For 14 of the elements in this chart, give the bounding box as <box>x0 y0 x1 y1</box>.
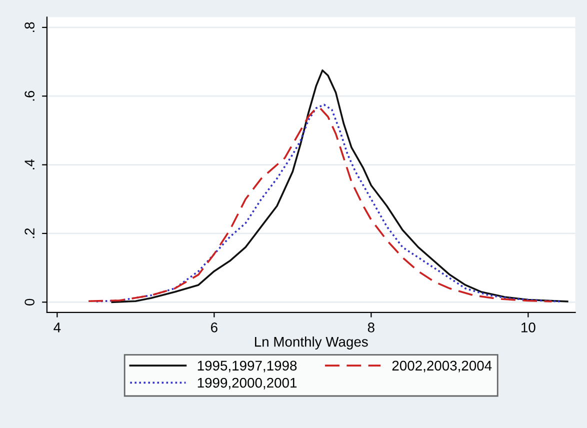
y-tick-label: .6 <box>24 90 34 101</box>
x-axis-title: Ln Monthly Wages <box>255 336 368 350</box>
y-tick-label: .8 <box>24 22 34 32</box>
y-tick-label: .4 <box>24 159 34 170</box>
legend-label: 2002,2003,2004 <box>392 360 492 372</box>
y-tick-label: .2 <box>24 228 34 238</box>
x-tick-label: 8 <box>368 322 374 332</box>
legend-label: 1995,1997,1998 <box>198 360 297 372</box>
legend-label: 1999,2000,2001 <box>198 378 297 390</box>
x-tick-label: 10 <box>521 322 536 332</box>
y-tick-label: 0 <box>24 298 34 306</box>
x-tick-label: 6 <box>211 322 218 332</box>
line-series <box>111 69 568 304</box>
x-tick-label: 4 <box>54 322 61 332</box>
